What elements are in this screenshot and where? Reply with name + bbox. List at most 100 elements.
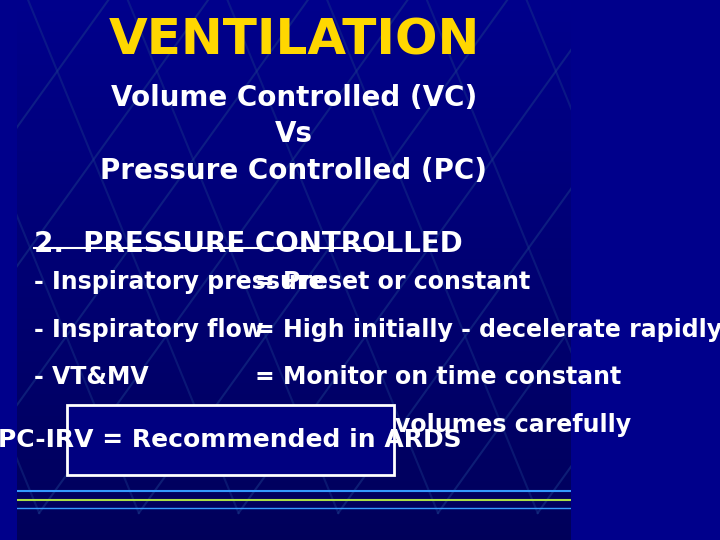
Bar — [17, 157, 571, 162]
Bar — [17, 151, 571, 157]
Bar — [17, 184, 571, 189]
Text: = Preset or constant: = Preset or constant — [255, 270, 531, 294]
Bar — [17, 427, 571, 432]
Bar — [17, 22, 571, 27]
Bar — [17, 513, 571, 518]
Bar — [17, 459, 571, 464]
Bar — [17, 270, 571, 275]
Text: - Inspiratory flow: - Inspiratory flow — [34, 318, 264, 341]
Bar — [17, 97, 571, 103]
Bar — [17, 0, 571, 5]
Bar — [17, 162, 571, 167]
Bar — [17, 340, 571, 346]
Bar — [17, 324, 571, 329]
Bar — [17, 265, 571, 270]
Bar — [17, 43, 571, 49]
Bar — [17, 302, 571, 308]
Text: = Monitor volumes carefully: = Monitor volumes carefully — [255, 413, 631, 436]
Bar — [17, 205, 571, 211]
Bar — [17, 518, 571, 524]
Bar — [17, 470, 571, 475]
Bar — [17, 502, 571, 508]
Bar — [17, 405, 571, 410]
Bar — [17, 221, 571, 227]
Bar — [17, 319, 571, 324]
Bar — [17, 454, 571, 459]
FancyBboxPatch shape — [67, 405, 394, 475]
Bar — [17, 70, 571, 76]
Bar — [17, 238, 571, 243]
Bar — [17, 400, 571, 405]
Bar — [17, 421, 571, 427]
Bar — [17, 335, 571, 340]
Bar — [17, 103, 571, 108]
Bar — [17, 297, 571, 302]
Bar — [17, 259, 571, 265]
Bar — [17, 65, 571, 70]
Bar — [17, 448, 571, 454]
Bar — [17, 329, 571, 335]
Bar — [17, 38, 571, 43]
Bar — [17, 167, 571, 173]
Bar — [17, 76, 571, 81]
Bar — [17, 189, 571, 194]
Bar — [17, 113, 571, 119]
Bar — [17, 32, 571, 38]
Bar — [17, 378, 571, 383]
Bar — [17, 178, 571, 184]
Bar — [17, 248, 571, 254]
Bar — [17, 227, 571, 232]
Bar — [17, 383, 571, 389]
Bar — [17, 373, 571, 378]
Bar — [17, 140, 571, 146]
Bar — [17, 432, 571, 437]
Bar — [17, 86, 571, 92]
Bar — [17, 486, 571, 491]
Bar — [17, 211, 571, 216]
Bar — [17, 356, 571, 362]
Bar — [17, 524, 571, 529]
Bar — [17, 59, 571, 65]
Bar — [17, 5, 571, 11]
Bar — [17, 308, 571, 313]
Bar — [17, 92, 571, 97]
Bar — [17, 508, 571, 513]
Bar — [17, 313, 571, 319]
Bar — [17, 475, 571, 481]
Text: Volume Controlled (VC)
Vs
Pressure Controlled (PC): Volume Controlled (VC) Vs Pressure Contr… — [101, 84, 487, 185]
Bar — [17, 281, 571, 286]
Bar — [17, 346, 571, 351]
Bar — [17, 243, 571, 248]
Bar — [17, 497, 571, 502]
Bar — [17, 535, 571, 540]
Bar — [17, 292, 571, 297]
Bar — [17, 443, 571, 448]
Bar — [17, 16, 571, 22]
Bar — [17, 416, 571, 421]
Bar — [17, 130, 571, 135]
Text: VENTILATION: VENTILATION — [108, 16, 480, 64]
Bar — [17, 216, 571, 221]
Bar — [17, 27, 571, 32]
Bar — [17, 108, 571, 113]
Bar — [17, 232, 571, 238]
Bar — [17, 200, 571, 205]
Text: - VT&MV: - VT&MV — [34, 365, 148, 389]
Bar — [17, 389, 571, 394]
Bar — [17, 394, 571, 400]
Bar — [17, 11, 571, 16]
Bar — [17, 529, 571, 535]
Bar — [17, 464, 571, 470]
Text: - Inspiratory pressure: - Inspiratory pressure — [34, 270, 324, 294]
Bar — [17, 81, 571, 86]
Bar — [17, 135, 571, 140]
Bar — [17, 481, 571, 486]
Bar — [17, 491, 571, 497]
Bar — [17, 362, 571, 367]
Bar — [17, 286, 571, 292]
Bar — [17, 54, 571, 59]
Bar — [17, 124, 571, 130]
Bar — [17, 146, 571, 151]
Text: = High initially - decelerate rapidly: = High initially - decelerate rapidly — [255, 318, 720, 341]
Bar — [17, 254, 571, 259]
